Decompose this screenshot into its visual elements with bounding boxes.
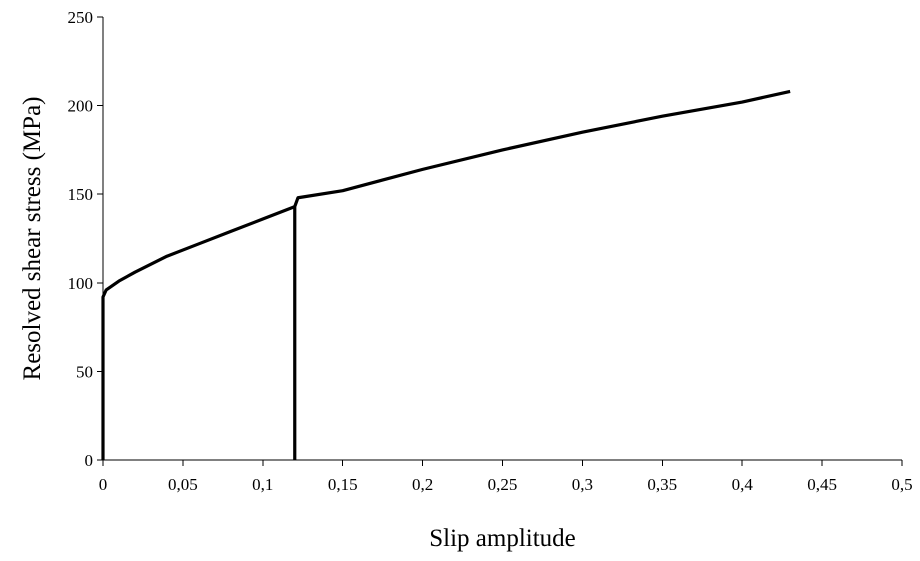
series-line-2 [293, 89, 791, 460]
x-tick-label: 0,15 [328, 475, 358, 494]
x-tick-label: 0,3 [572, 475, 593, 494]
x-tick-label: 0,4 [732, 475, 754, 494]
x-tick-label: 0,2 [412, 475, 433, 494]
x-tick-label: 0,05 [168, 475, 198, 494]
x-tick-label: 0,45 [807, 475, 837, 494]
x-axis-title: Slip amplitude [429, 525, 576, 552]
y-tick-label: 0 [85, 451, 94, 470]
y-tick-label: 200 [68, 97, 94, 116]
y-axis: 0 50 100 150 200 250 [68, 8, 104, 470]
series-group [101, 89, 791, 460]
y-tick-label: 100 [68, 274, 94, 293]
x-tick-label: 0,1 [252, 475, 273, 494]
y-axis-title: Resolved shear stress (MPa) [19, 97, 46, 381]
x-axis: 0 0,05 0,1 0,15 0,2 0,25 0,3 0,35 0,4 0,45 0,5 [99, 459, 913, 494]
x-tick-label: 0,35 [647, 475, 677, 494]
y-tick-label: 250 [68, 8, 94, 27]
x-tick-label: 0,5 [891, 475, 912, 494]
x-tick-label: 0 [99, 475, 108, 494]
x-tick-label: 0,25 [488, 475, 518, 494]
y-tick-label: 150 [68, 185, 94, 204]
y-tick-label: 50 [76, 362, 93, 381]
series-line-1 [101, 205, 296, 460]
